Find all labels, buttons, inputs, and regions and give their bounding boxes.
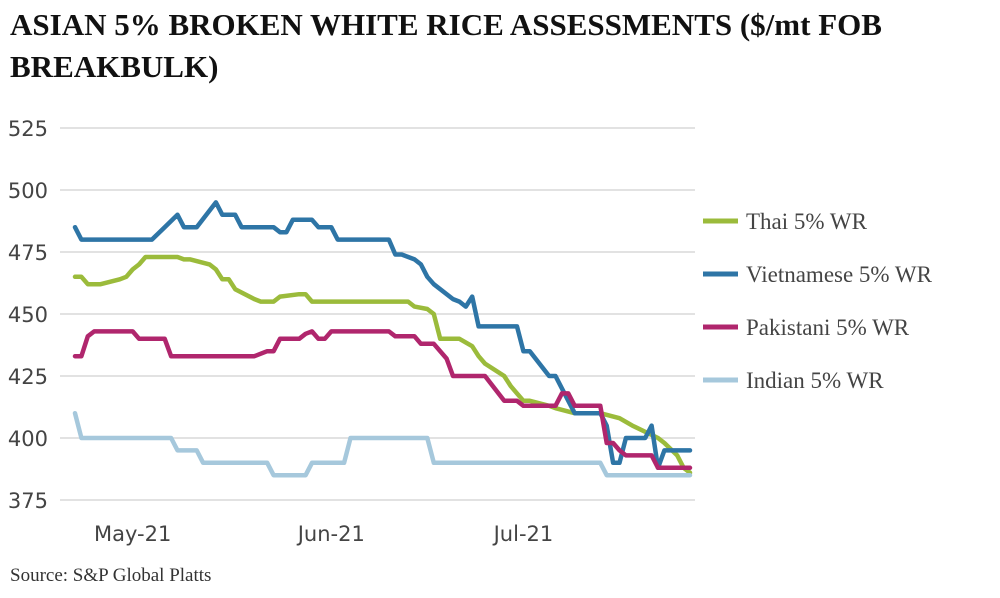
y-axis: 375 400 425 450 475 500 525 [8, 117, 48, 513]
x-tick-label: Jun-21 [296, 522, 365, 546]
y-tick-label: 375 [8, 489, 48, 513]
chart-title: ASIAN 5% BROKEN WHITE RICE ASSESSMENTS (… [10, 7, 882, 84]
series-line-indian-5-wr [72, 410, 693, 478]
legend-label-vietnamese-5-wr: Vietnamese 5% WR [746, 262, 933, 287]
y-tick-label: 425 [8, 365, 48, 389]
y-tick-label: 525 [8, 117, 48, 141]
grid-lines [60, 127, 695, 501]
x-axis: May-21 Jun-21 Jul-21 [94, 522, 553, 546]
legend-label-pakistani-5-wr: Pakistani 5% WR [746, 315, 910, 340]
source-note: Source: S&P Global Platts [10, 565, 212, 586]
y-tick-label: 450 [8, 303, 48, 327]
x-tick-label: Jul-21 [492, 522, 554, 546]
legend-label-thai-5-wr: Thai 5% WR [746, 209, 868, 234]
series-lines [72, 200, 693, 478]
y-tick-label: 475 [8, 241, 48, 265]
series-line-vietnamese-5-wr [72, 200, 693, 471]
legend-label-indian-5-wr: Indian 5% WR [746, 368, 884, 393]
series-line-pakistani-5-wr [72, 329, 693, 471]
y-tick-label: 500 [8, 179, 48, 203]
y-tick-label: 400 [8, 427, 48, 451]
legend: Thai 5% WR Vietnamese 5% WR Pakistani 5% W… [703, 209, 933, 393]
x-tick-label: May-21 [94, 522, 171, 546]
series-line-thai-5-wr [72, 254, 693, 475]
